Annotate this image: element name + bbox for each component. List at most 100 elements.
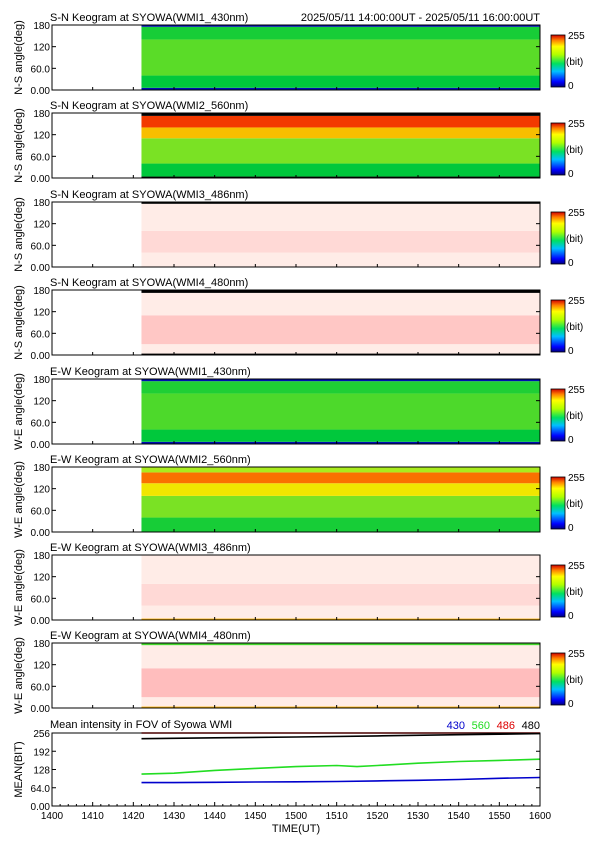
y-tick-label: 120 (33, 220, 50, 231)
y-axis-label: W-E angle(deg) (13, 549, 25, 626)
keogram-panel: S-N Keogram at SYOWA(WMI4_480nm) 0.00 60.0… (13, 277, 585, 362)
legend-entry: 486 (497, 720, 515, 732)
panel-title: E-W Keogram at SYOWA(WMI2_560nm) (50, 454, 251, 466)
heat-band (141, 290, 540, 293)
x-tick-label: 1550 (488, 811, 511, 822)
colorbar (550, 122, 566, 176)
heat-band (141, 472, 540, 484)
panel-title: S-N Keogram at SYOWA(WMI3_486nm) (50, 189, 248, 201)
heat-band (141, 138, 540, 164)
y-axis-label: N-S angle(deg) (13, 197, 25, 272)
keogram-panel: E-W Keogram at SYOWA(WMI1_430nm) 0.00 60.0… (13, 366, 585, 451)
y-tick-label: 128 (33, 766, 50, 777)
legend-entry: 560 (472, 720, 490, 732)
heat-band (141, 555, 540, 584)
heat-band (141, 39, 540, 76)
y-tick-label: 0.00 (31, 440, 51, 451)
heat-band (141, 87, 540, 90)
colorbar-unit-label: (bit) (566, 234, 583, 245)
colorbar-unit-label: (bit) (566, 322, 583, 333)
colorbar (550, 34, 566, 88)
y-axis-label: W-E angle(deg) (13, 461, 25, 538)
colorbar-unit-label: (bit) (566, 587, 583, 598)
heat-band (141, 441, 540, 444)
x-tick-label: 1430 (163, 811, 186, 822)
heat-band (141, 113, 540, 116)
heat-band (141, 495, 540, 518)
x-tick-label: 1530 (407, 811, 430, 822)
colorbar (550, 211, 566, 265)
colorbar (550, 299, 566, 353)
y-tick-label: 120 (33, 661, 50, 672)
y-tick-label: 180 (33, 286, 50, 297)
heat-band (141, 706, 540, 708)
heat-band (141, 252, 540, 267)
panel-title: E-W Keogram at SYOWA(WMI4_480nm) (50, 630, 251, 642)
heat-band (141, 483, 540, 496)
heat-band (141, 26, 540, 40)
y-tick-label: 60.0 (31, 594, 51, 605)
legend-entry: 480 (522, 720, 540, 732)
x-tick-label: 1410 (82, 811, 105, 822)
colorbar-max-label: 255 (568, 208, 585, 219)
series-line (141, 732, 541, 740)
panel-title: S-N Keogram at SYOWA(WMI4_480nm) (50, 277, 248, 289)
colorbar-min-label: 0 (568, 346, 574, 357)
colorbar-min-label: 0 (568, 81, 574, 92)
colorbar-min-label: 0 (568, 435, 574, 446)
panel-title: S-N Keogram at SYOWA(WMI2_560nm) (50, 100, 248, 112)
heat-band (141, 668, 540, 698)
x-tick-label: 1450 (244, 811, 267, 822)
y-tick-label: 180 (33, 639, 50, 650)
y-tick-label: 180 (33, 551, 50, 562)
heat-band (141, 393, 540, 430)
y-tick-label: 180 (33, 198, 50, 209)
y-tick-label: 120 (33, 131, 50, 142)
heat-band (141, 645, 540, 669)
y-tick-label: 180 (33, 463, 50, 474)
heat-band (141, 517, 540, 532)
y-tick-label: 120 (33, 43, 50, 54)
panel-title: E-W Keogram at SYOWA(WMI1_430nm) (50, 366, 251, 378)
y-tick-label: 192 (33, 747, 50, 758)
y-tick-label: 256 (33, 729, 50, 740)
heat-band (141, 344, 540, 354)
colorbar-min-label: 0 (568, 611, 574, 622)
y-tick-label: 60.0 (31, 506, 51, 517)
y-tick-label: 60.0 (31, 241, 51, 252)
keogram-panel: E-W Keogram at SYOWA(WMI4_480nm) 0.00 60.0… (13, 630, 585, 715)
x-tick-label: 1600 (529, 811, 552, 822)
colorbar-min-label: 0 (568, 258, 574, 269)
heat-band (141, 176, 540, 178)
heat-band (141, 163, 540, 177)
y-tick-label: 60.0 (31, 64, 51, 75)
line-plot-frame (51, 732, 541, 807)
colorbar (550, 388, 566, 442)
colorbar-min-label: 0 (568, 699, 574, 710)
y-axis-label: N-S angle(deg) (13, 285, 25, 360)
x-tick-label: 1540 (448, 811, 471, 822)
heat-band (141, 618, 540, 620)
y-tick-label: 60.0 (31, 682, 51, 693)
keogram-panel: S-N Keogram at SYOWA(WMI2_560nm) 0.00 60.0… (13, 100, 585, 185)
panel-title: S-N Keogram at SYOWA(WMI1_430nm) (50, 12, 248, 24)
panel-title: E-W Keogram at SYOWA(WMI3_486nm) (50, 542, 251, 554)
colorbar-unit-label: (bit) (566, 411, 583, 422)
heat-band (141, 230, 540, 253)
legend-entry: 430 (447, 720, 465, 732)
y-tick-label: 0.00 (31, 86, 51, 97)
y-axis-label: MEAN(BIT) (13, 741, 25, 797)
y-axis-label: N-S angle(deg) (13, 20, 25, 95)
colorbar-max-label: 255 (568, 561, 585, 572)
x-tick-label: 1440 (204, 811, 227, 822)
y-tick-label: 120 (33, 308, 50, 319)
keogram-panel: S-N Keogram at SYOWA(WMI3_486nm) 0.00 60.0… (13, 189, 585, 274)
heat-band (141, 202, 540, 204)
colorbar-unit-label: (bit) (566, 145, 583, 156)
heat-band (141, 583, 540, 606)
colorbar (550, 564, 566, 618)
x-tick-label: 1520 (366, 811, 389, 822)
heat-band (141, 203, 540, 231)
colorbar-max-label: 255 (568, 385, 585, 396)
